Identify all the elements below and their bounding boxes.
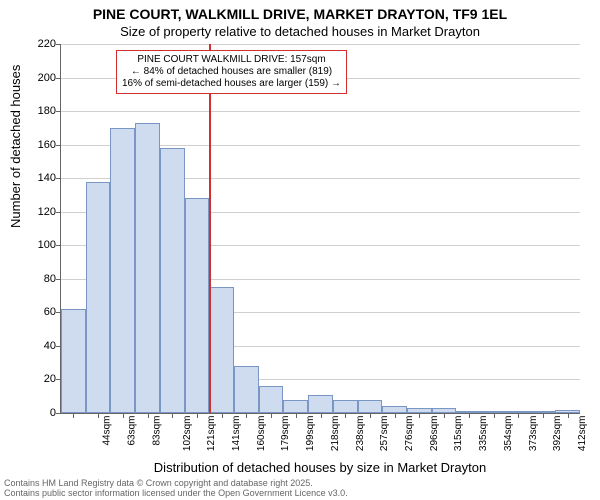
x-tick-mark (518, 413, 519, 418)
histogram-bar (308, 395, 333, 413)
grid-line (61, 44, 580, 45)
y-tick-label: 180 (26, 105, 56, 117)
x-tick-label: 83sqm (151, 416, 162, 446)
x-tick-mark (222, 413, 223, 418)
x-tick-mark (197, 413, 198, 418)
y-tick-label: 40 (26, 340, 56, 352)
histogram-bar (234, 366, 259, 413)
histogram-bar (283, 400, 308, 413)
x-tick-label: 121sqm (206, 416, 217, 452)
y-tick-label: 0 (26, 407, 56, 419)
x-tick-label: 102sqm (182, 416, 193, 452)
chart-title-line1: PINE COURT, WALKMILL DRIVE, MARKET DRAYT… (0, 6, 600, 22)
x-tick-mark (395, 413, 396, 418)
histogram-bar (160, 148, 185, 413)
y-axis-label: Number of detached houses (8, 65, 23, 228)
reference-info-line: 16% of semi-detached houses are larger (… (122, 78, 341, 90)
y-tick-label: 20 (26, 373, 56, 385)
y-tick-label: 80 (26, 273, 56, 285)
x-tick-mark (321, 413, 322, 418)
x-tick-label: 354sqm (503, 416, 514, 452)
x-tick-label: 218sqm (330, 416, 341, 452)
reference-info-line: PINE COURT WALKMILL DRIVE: 157sqm (122, 54, 341, 66)
histogram-bar (86, 182, 111, 413)
y-tick-label: 100 (26, 239, 56, 251)
histogram-bar (209, 287, 234, 413)
x-axis-label: Distribution of detached houses by size … (60, 460, 580, 475)
x-tick-mark (419, 413, 420, 418)
grid-line (61, 111, 580, 112)
histogram-bar (110, 128, 135, 413)
x-tick-mark (494, 413, 495, 418)
y-tick-mark (56, 279, 61, 280)
reference-info-box: PINE COURT WALKMILL DRIVE: 157sqm← 84% o… (116, 50, 347, 94)
reference-info-line: ← 84% of detached houses are smaller (81… (122, 66, 341, 78)
x-tick-mark (172, 413, 173, 418)
x-tick-label: 179sqm (280, 416, 291, 452)
x-tick-label: 315sqm (453, 416, 464, 452)
y-tick-mark (56, 44, 61, 45)
x-tick-label: 335sqm (478, 416, 489, 452)
y-tick-label: 140 (26, 172, 56, 184)
x-tick-mark (73, 413, 74, 418)
x-tick-mark (543, 413, 544, 418)
x-tick-label: 276sqm (404, 416, 415, 452)
x-tick-label: 412sqm (577, 416, 588, 452)
x-tick-mark (444, 413, 445, 418)
y-tick-mark (56, 245, 61, 246)
y-tick-mark (56, 212, 61, 213)
x-tick-label: 373sqm (528, 416, 539, 452)
x-tick-label: 296sqm (429, 416, 440, 452)
y-tick-label: 60 (26, 306, 56, 318)
x-tick-label: 160sqm (256, 416, 267, 452)
x-tick-label: 392sqm (552, 416, 563, 452)
y-tick-mark (56, 413, 61, 414)
x-tick-mark (370, 413, 371, 418)
histogram-bar (185, 198, 210, 413)
y-tick-mark (56, 178, 61, 179)
y-tick-mark (56, 145, 61, 146)
histogram-bar (382, 406, 407, 413)
y-tick-label: 220 (26, 38, 56, 50)
x-tick-mark (148, 413, 149, 418)
y-tick-mark (56, 111, 61, 112)
histogram-bar (135, 123, 160, 413)
y-tick-label: 160 (26, 139, 56, 151)
histogram-bar (333, 400, 358, 413)
x-tick-mark (98, 413, 99, 418)
histogram-bar (61, 309, 86, 413)
x-tick-mark (469, 413, 470, 418)
plot-area: 02040608010012014016018020022044sqm63sqm… (60, 44, 580, 414)
x-tick-mark (568, 413, 569, 418)
chart-title-line2: Size of property relative to detached ho… (0, 24, 600, 39)
histogram-bar (259, 386, 284, 413)
x-tick-label: 141sqm (231, 416, 242, 452)
x-tick-label: 238sqm (355, 416, 366, 452)
x-tick-label: 63sqm (127, 416, 138, 446)
reference-line (209, 44, 211, 413)
x-tick-mark (345, 413, 346, 418)
y-tick-mark (56, 78, 61, 79)
y-tick-label: 120 (26, 206, 56, 218)
x-tick-label: 199sqm (305, 416, 316, 452)
x-tick-mark (246, 413, 247, 418)
x-tick-label: 44sqm (102, 416, 113, 446)
x-tick-mark (296, 413, 297, 418)
footer-attribution: Contains HM Land Registry data © Crown c… (4, 478, 348, 498)
x-tick-label: 257sqm (379, 416, 390, 452)
y-tick-label: 200 (26, 72, 56, 84)
x-tick-mark (123, 413, 124, 418)
histogram-bar (358, 400, 383, 413)
x-tick-mark (271, 413, 272, 418)
